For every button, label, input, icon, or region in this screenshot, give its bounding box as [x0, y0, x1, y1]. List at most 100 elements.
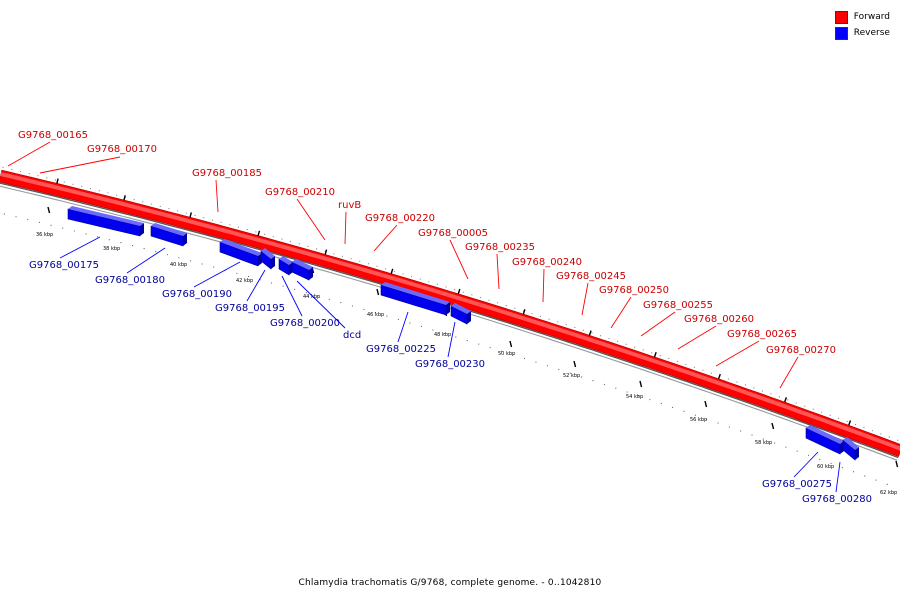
kbp-tick-mark [509, 340, 513, 348]
reverse-gene-label: G9768_00275 [762, 479, 832, 490]
reverse-gene-label: G9768_00180 [95, 275, 165, 286]
forward-gene-leader [39, 156, 121, 174]
major-tick-upper [653, 351, 657, 358]
legend-item-forward: Forward [834, 9, 890, 25]
reverse-gene-box-side [183, 233, 187, 246]
kbp-tick-mark [771, 422, 775, 430]
forward-gene-label: ruvB [338, 200, 361, 211]
major-tick-upper [390, 268, 394, 274]
kbp-tick-mark [639, 380, 643, 388]
major-tick-upper [56, 178, 59, 184]
kbp-tick-mark [376, 288, 380, 296]
major-tick-upper [257, 230, 261, 236]
footer-caption: Chlamydia trachomatis G/9768, complete g… [298, 578, 602, 588]
forward-swatch [834, 10, 848, 24]
forward-gene-leader [715, 340, 760, 367]
forward-gene-leader [7, 141, 51, 167]
kbp-tick-mark [895, 460, 899, 468]
forward-gene-leader [581, 282, 589, 316]
kbp-tick-mark [47, 206, 51, 214]
kbp-tick-label: 40 kbp [170, 262, 187, 268]
forward-gene-label: G9768_00270 [766, 345, 836, 356]
major-tick-upper [784, 397, 788, 403]
major-tick-upper [848, 420, 852, 426]
legend-label-forward: Forward [853, 12, 890, 22]
reverse-gene-box-side [140, 223, 144, 236]
reverse-gene-box-top [451, 303, 471, 314]
reverse-gene-leader [59, 236, 101, 259]
reverse-gene-leader [835, 461, 841, 493]
kbp-tick-label: 42 kbp [236, 278, 253, 284]
forward-gene-leader [296, 198, 326, 241]
forward-strand-band [0, 169, 900, 457]
major-tick-upper [189, 212, 193, 218]
reverse-gene-box-top [151, 223, 187, 236]
forward-gene-leader [373, 224, 398, 252]
forward-gene-label: G9768_00170 [87, 144, 157, 155]
forward-gene-leader [677, 325, 717, 350]
reverse-gene-box-top [261, 248, 275, 259]
kbp-tick-label: 48 kbp [434, 332, 451, 338]
reverse-gene-box-top [806, 425, 844, 444]
reverse-gene-box-top [68, 206, 144, 226]
reverse-gene-box-side [467, 311, 471, 324]
forward-gene-label: G9768_00260 [684, 314, 754, 325]
reverse-gene-box-side [446, 302, 450, 315]
reverse-gene-leader [246, 269, 266, 302]
forward-gene-label: G9768_00220 [365, 213, 435, 224]
legend-item-reverse: Reverse [834, 25, 890, 41]
reverse-gene-box-top [279, 256, 293, 265]
reverse-gene-label: G9768_00230 [415, 359, 485, 370]
reverse-gene-box-top [220, 239, 262, 256]
kbp-tick-label: 56 kbp [690, 417, 707, 423]
reverse-gene-label: G9768_00175 [29, 260, 99, 271]
forward-gene-leader [344, 211, 347, 245]
forward-gene-label: G9768_00005 [418, 228, 488, 239]
legend: Forward Reverse [834, 9, 890, 41]
kbp-tick-label: 38 kbp [103, 246, 120, 252]
reverse-gene-leader [126, 247, 166, 274]
major-tick-upper [457, 288, 461, 295]
reverse-gene-box-side [855, 447, 859, 460]
major-tick-upper [588, 330, 592, 336]
reverse-gene-box-side [309, 267, 313, 280]
kbp-tick-label: 60 kbp [817, 464, 834, 470]
forward-gene-label: G9768_00185 [192, 168, 262, 179]
backbone-line-1 [0, 182, 899, 459]
kbp-tick-label: 58 kbp [755, 440, 772, 446]
kbp-tick-mark [704, 400, 708, 408]
forward-gene-label: G9768_00210 [265, 187, 335, 198]
kbp-tick-label: 36 kbp [36, 232, 53, 238]
forward-gene-leader [496, 253, 500, 290]
forward-gene-label: G9768_00240 [512, 257, 582, 268]
kbp-tick-label: 44 kbp [303, 294, 320, 300]
reverse-gene-leader [447, 321, 456, 358]
reverse-gene-label: G9768_00195 [215, 303, 285, 314]
kbp-tick-label: 62 kbp [880, 490, 897, 496]
forward-gene-label: G9768_00265 [727, 329, 797, 340]
forward-gene-leader [640, 311, 676, 337]
legend-label-reverse: Reverse [853, 28, 890, 38]
forward-gene-leader [779, 356, 799, 389]
forward-gene-leader [542, 268, 545, 303]
kbp-tick-mark [573, 360, 577, 368]
reverse-gene-leader [397, 311, 409, 343]
forward-gene-leader [215, 179, 219, 213]
reverse-gene-box-side [271, 256, 275, 269]
reverse-swatch [834, 26, 848, 40]
reverse-gene-label: G9768_00200 [270, 318, 340, 329]
kbp-tick-label: 46 kbp [367, 312, 384, 318]
forward-gene-label: G9768_00165 [18, 130, 88, 141]
kbp-tick-label: 50 kbp [498, 351, 515, 357]
forward-gene-label: G9768_00245 [556, 271, 626, 282]
kbp-tick-label: 54 kbp [626, 394, 643, 400]
reverse-gene-box-top [843, 437, 859, 450]
forward-gene-leader [610, 296, 632, 329]
major-tick-upper [324, 249, 328, 255]
reverse-gene-leader [793, 451, 819, 478]
reverse-gene-label: G9768_00280 [802, 494, 872, 505]
forward-gene-label: G9768_00250 [599, 285, 669, 296]
forward-gene-label: G9768_00235 [465, 242, 535, 253]
reverse-gene-box-top [292, 259, 313, 270]
